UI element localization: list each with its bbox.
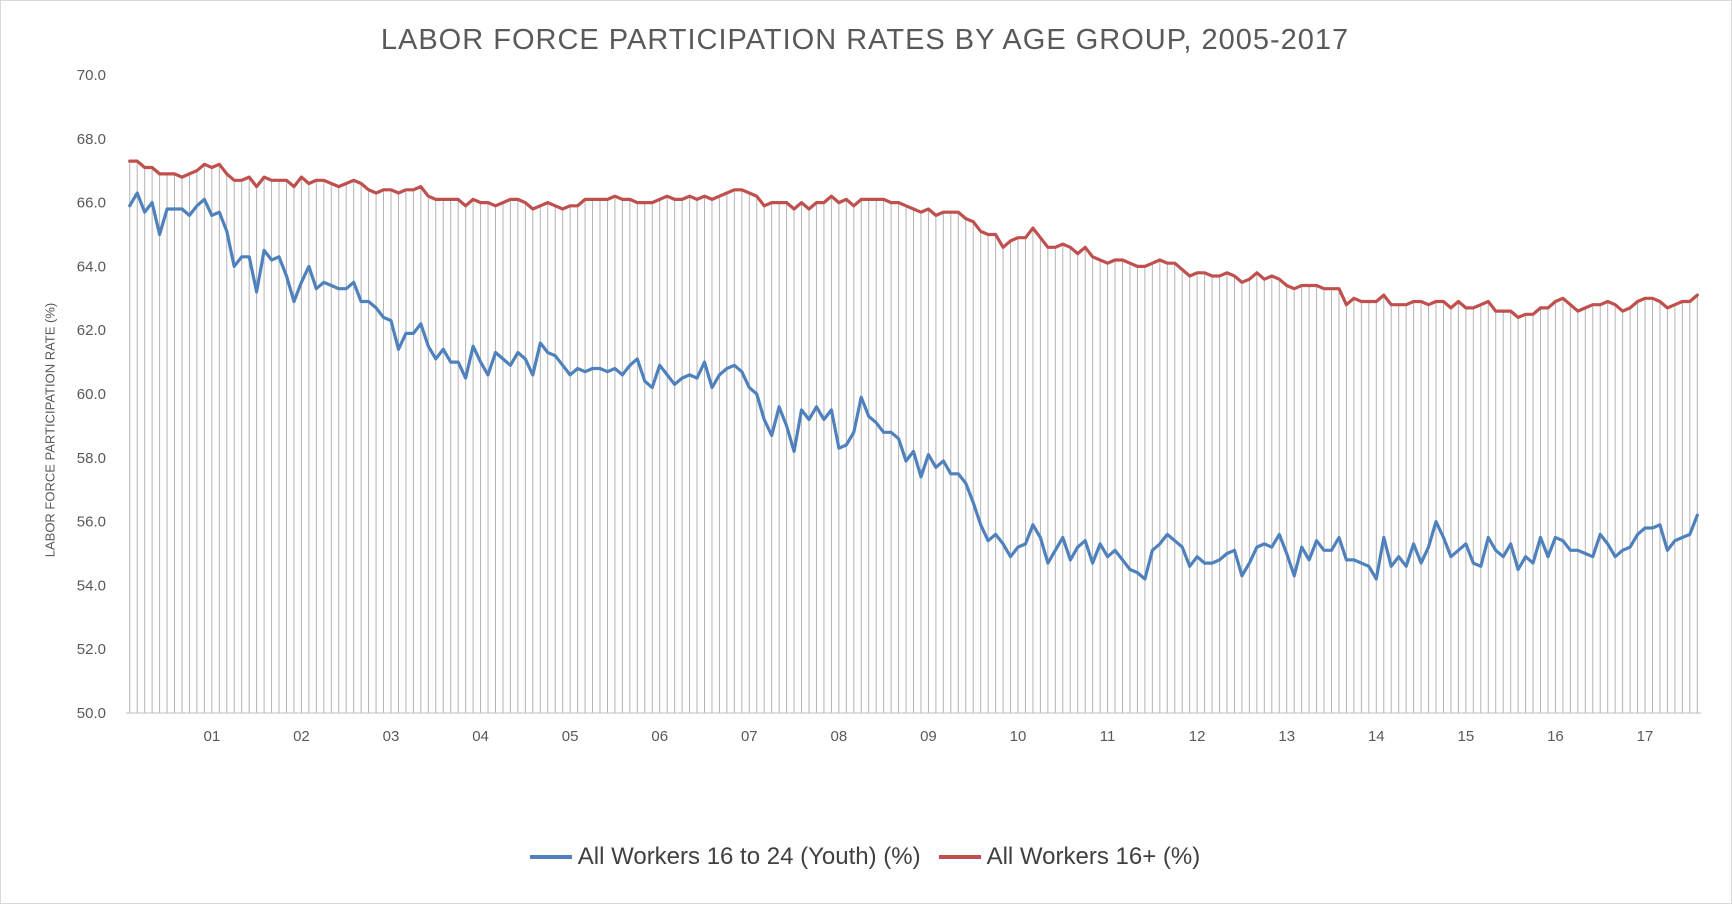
y-tick-label: 68.0 — [77, 131, 106, 148]
x-tick-label: 14 — [1368, 728, 1385, 745]
y-tick-label: 70.0 — [77, 67, 106, 84]
series-line-all-workers — [128, 159, 1699, 319]
x-tick-label: 11 — [1100, 728, 1116, 745]
x-tick-label: 16 — [1547, 728, 1564, 745]
x-tick-label: 10 — [1010, 728, 1027, 745]
y-tick-label: 54.0 — [77, 577, 106, 594]
y-tick-label: 56.0 — [77, 514, 106, 531]
legend-swatch-youth — [529, 855, 572, 859]
x-tick-label: 07 — [741, 728, 758, 745]
y-tick-label: 64.0 — [77, 258, 106, 275]
x-tick-label: 03 — [383, 728, 400, 745]
y-tick-label: 50.0 — [77, 705, 106, 722]
legend-item-youth: All Workers 16 to 24 (Youth) (%) — [529, 843, 921, 871]
y-tick-label: 66.0 — [77, 195, 106, 212]
y-tick-label: 60.0 — [77, 386, 106, 403]
x-tick-label: 12 — [1189, 728, 1206, 745]
x-tick-label: 04 — [472, 728, 489, 745]
x-tick-label: 15 — [1458, 728, 1475, 745]
y-tick-label: 52.0 — [77, 641, 106, 658]
x-tick-label: 06 — [651, 728, 668, 745]
legend-label-youth: All Workers 16 to 24 (Youth) (%) — [577, 843, 921, 870]
x-tick-label: 05 — [562, 728, 579, 745]
legend-swatch-all-workers — [938, 855, 981, 859]
legend-item-all-workers: All Workers 16+ (%) — [938, 843, 1201, 871]
x-tick-label: 01 — [203, 728, 220, 745]
x-tick-label: 08 — [831, 728, 848, 745]
y-tick-label: 58.0 — [77, 450, 106, 467]
series-line-youth — [128, 191, 1699, 581]
x-tick-label: 02 — [293, 728, 310, 745]
legend: All Workers 16 to 24 (Youth) (%) All Wor… — [0, 843, 1730, 871]
chart-title: LABOR FORCE PARTICIPATION RATES BY AGE G… — [380, 24, 1350, 56]
x-tick-label: 17 — [1637, 728, 1654, 745]
x-tick-label: 13 — [1278, 728, 1295, 745]
x-tick-label: 09 — [920, 728, 937, 745]
y-tick-label: 62.0 — [77, 322, 106, 339]
legend-label-all-workers: All Workers 16+ (%) — [986, 843, 1201, 870]
